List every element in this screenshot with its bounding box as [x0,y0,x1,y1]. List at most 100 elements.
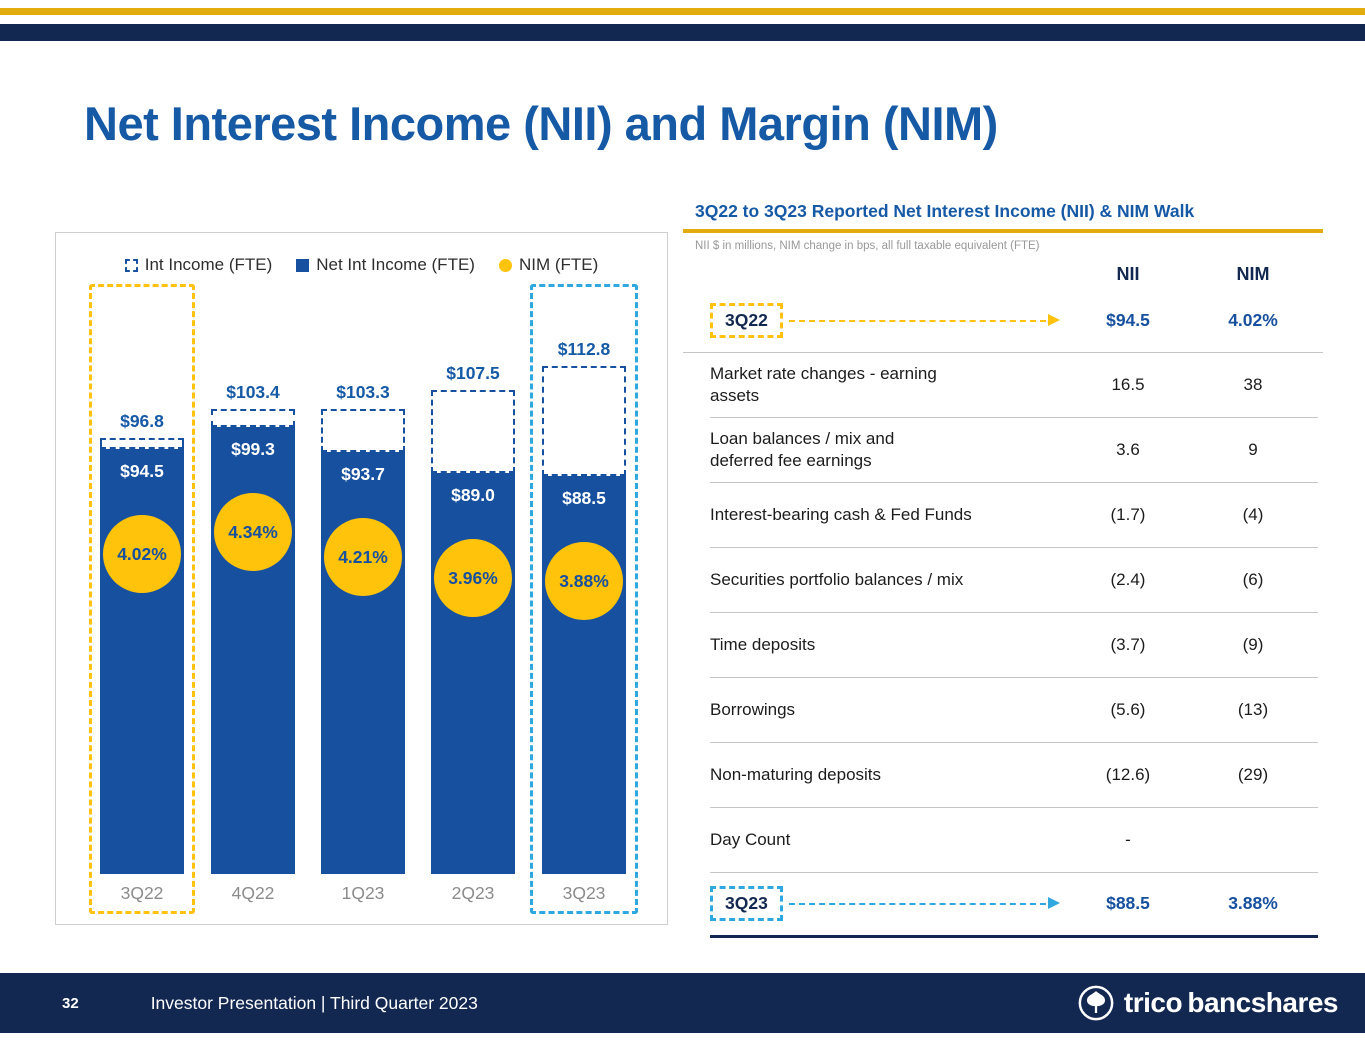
walk-row-nim: (29) [1237,764,1269,784]
walk-row-nii: - [1125,829,1131,849]
legend-label-net-int-income: Net Int Income (FTE) [316,255,475,274]
bar-group-3q22: $96.8 $94.5 4.02% 3Q22 [100,233,184,926]
x-axis-label: 2Q23 [451,883,495,903]
walk-row-borrowings: Borrowings (5.6) (13) [710,678,1318,743]
net-int-income-bar: $94.5 [100,449,184,874]
nii-nim-walk-panel: 3Q22 to 3Q23 Reported Net Interest Incom… [683,201,1323,938]
nim-marker: 4.02% [103,515,181,593]
net-int-income-value-label: $88.5 [562,488,606,508]
walk-row-nim: (4) [1242,504,1264,524]
legend-item-net-int-income: Net Int Income (FTE) [296,255,475,275]
page-number: 32 [62,994,79,1012]
walk-row-nim: (9) [1242,634,1264,654]
highlight-3q23-outline [530,284,638,914]
chart-legend: Int Income (FTE) Net Int Income (FTE) NI… [56,255,667,275]
int-income-bar [211,409,295,427]
end-nim-value: 3.88% [1228,893,1278,913]
brand-name: trico bancshares [1123,987,1339,1018]
yellow-dashed-arrow [788,313,1061,326]
legend-label-int-income: Int Income (FTE) [144,255,273,274]
walk-row-nii: 3.6 [1116,439,1140,459]
cyan-dashed-arrow [788,896,1061,909]
trico-bancshares-logo: trico bancshares [1077,984,1339,1022]
walk-row-label: Loan balances / mix and deferred fee ear… [710,429,895,470]
walk-row-nii: 16.5 [1111,374,1145,394]
net-int-income-bar: $93.7 [321,452,405,874]
walk-row-label: Market rate changes - earning assets [710,364,937,405]
nim-marker: 3.96% [434,539,512,617]
net-int-income-value-label: $93.7 [341,464,385,484]
int-income-swatch-icon [124,258,138,272]
walk-row-nii: (12.6) [1105,764,1151,784]
int-income-value-label: $112.8 [557,339,611,359]
legend-item-nim: NIM (FTE) [498,255,599,275]
walk-row-interest-bearing-cash: Interest-bearing cash & Fed Funds (1.7) … [710,483,1318,548]
walk-row-nii: (5.6) [1110,699,1146,719]
3q23-dashed-box: 3Q23 [710,886,783,921]
walk-title: 3Q22 to 3Q23 Reported Net Interest Incom… [695,201,1195,221]
tree-icon [1078,985,1114,1021]
footer-bar: 32 Investor Presentation | Third Quarter… [0,973,1365,1033]
net-int-income-value-label: $94.5 [120,461,164,481]
net-int-income-value-label: $99.3 [231,439,275,459]
walk-row-securities-portfolio: Securities portfolio balances / mix (2.4… [710,548,1318,613]
x-axis-label: 3Q22 [120,883,164,903]
footer-text: Investor Presentation | Third Quarter 20… [150,992,478,1013]
int-income-bar [542,366,626,476]
legend-label-nim: NIM (FTE) [518,255,599,274]
net-int-income-bar: $89.0 [431,473,515,874]
walk-row-nim: (13) [1237,699,1269,719]
top-gold-bar [0,8,1365,15]
start-nim-value: 4.02% [1228,310,1278,330]
walk-row-label: Securities portfolio balances / mix [710,569,964,589]
walk-row-non-maturing-deposits: Non-maturing deposits (12.6) (29) [710,743,1318,808]
int-income-value-label: $96.8 [120,411,164,431]
net-int-income-swatch-icon [296,258,310,272]
page-title: Net Interest Income (NII) and Margin (NI… [84,97,998,150]
int-income-value-label: $103.3 [336,382,390,402]
walk-row-nim: 38 [1243,374,1263,394]
highlight-3q22-outline [89,284,195,914]
int-income-value-label: $103.4 [226,382,280,402]
walk-row-nii: (2.4) [1110,569,1146,589]
walk-row-label: Time deposits [710,634,816,654]
int-income-bar [100,438,184,449]
top-navy-bar [0,24,1365,41]
nii-bar-chart-panel: Int Income (FTE) Net Int Income (FTE) NI… [55,232,668,925]
int-income-bar [431,390,515,473]
int-income-bar [321,409,405,452]
x-axis-label: 3Q23 [562,883,606,903]
net-int-income-value-label: $89.0 [451,485,495,505]
walk-row-time-deposits: Time deposits (3.7) (9) [710,613,1318,678]
walk-rows: Market rate changes - earning assets 16.… [683,351,1323,873]
walk-subtitle: NII $ in millions, NIM change in bps, al… [695,239,1040,252]
walk-end-row-3q23: 3Q23 $88.5 3.88% [710,881,1318,927]
navy-bottom-rule [710,934,1318,938]
walk-row-label: Day Count [710,829,791,849]
net-int-income-bar: $88.5 [542,476,626,874]
col-header-nim: NIM [1236,264,1270,284]
walk-row-nim: (6) [1242,569,1264,589]
walk-header-row: NII NIM [710,264,1318,286]
walk-row-day-count: Day Count - [710,808,1318,873]
start-nii-value: $94.5 [1106,310,1150,330]
x-axis-label: 1Q23 [341,883,385,903]
x-axis-label: 4Q22 [231,883,275,903]
legend-item-int-income: Int Income (FTE) [124,255,273,275]
nim-marker: 4.34% [214,493,292,571]
bar-group-1q23: $103.3 $93.7 4.21% 1Q23 [321,233,405,926]
bar-group-3q23: $112.8 $88.5 3.88% 3Q23 [542,233,626,926]
nim-swatch-icon [498,258,512,272]
walk-row-nii: (1.7) [1110,504,1146,524]
walk-row-label: Borrowings [710,699,796,719]
int-income-value-label: $107.5 [446,363,500,383]
walk-row-nii: (3.7) [1110,634,1146,654]
walk-row-market-rate: Market rate changes - earning assets 16.… [710,353,1318,418]
nim-marker: 4.21% [324,518,402,596]
walk-row-label: Interest-bearing cash & Fed Funds [710,504,972,524]
walk-row-nim: 9 [1248,439,1258,459]
bar-group-2q23: $107.5 $89.0 3.96% 2Q23 [431,233,515,926]
walk-row-label: Non-maturing deposits [710,764,882,784]
3q22-dashed-box: 3Q22 [710,303,783,338]
